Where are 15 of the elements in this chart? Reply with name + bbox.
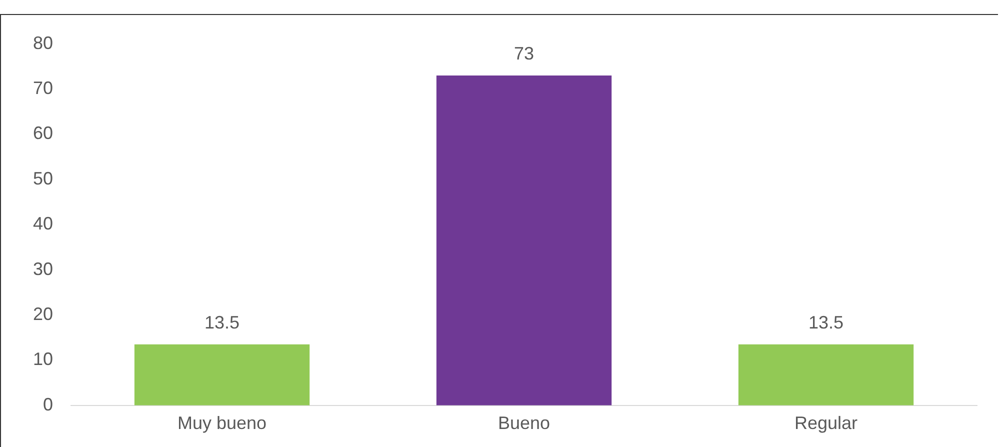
- data-label: 73: [514, 43, 534, 64]
- y-tick-label: 80: [32, 32, 54, 53]
- x-tick-label: Muy bueno: [177, 413, 267, 434]
- x-tick-label: Bueno: [498, 413, 550, 434]
- data-label: 13.5: [808, 312, 844, 332]
- y-tick-label: 70: [32, 78, 54, 98]
- y-tick-label: 50: [32, 168, 54, 188]
- y-tick-label: 20: [32, 304, 54, 324]
- y-tick-label: 40: [32, 214, 54, 234]
- x-tick-label: Regular: [794, 413, 858, 434]
- y-tick-label: 30: [32, 258, 54, 279]
- data-label: 13.5: [204, 312, 240, 332]
- y-tick-label: 0: [43, 394, 54, 414]
- y-tick-label: 60: [32, 123, 54, 144]
- y-tick-label: 10: [32, 349, 54, 370]
